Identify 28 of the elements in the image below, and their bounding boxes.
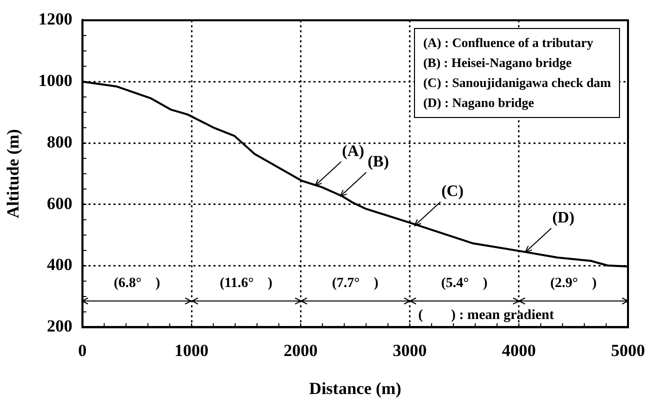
y-tick-label: 1200: [38, 10, 72, 29]
annotation: (D): [552, 209, 574, 226]
y-tick-label: 400: [46, 255, 72, 274]
y-tick-label: 1000: [38, 70, 72, 90]
x-tick-label: 0: [78, 340, 87, 360]
annotation: (A) : Confluence of a tributary: [423, 34, 594, 52]
y-tick-label: 800: [46, 132, 72, 152]
annotation: (D) : Nagano bridge: [423, 94, 536, 112]
annotation: (B) : Heisei-Nagano bridge: [423, 54, 573, 72]
y-axis-title: Altitude (m): [4, 129, 23, 218]
annotation: (6.8° ): [114, 276, 160, 291]
annotation: (11.6° ): [220, 276, 273, 291]
annotation: (7.7° ): [332, 276, 379, 291]
x-tick-label: 3000: [392, 340, 427, 360]
x-tick-label: 1000: [174, 340, 209, 360]
annotation: ( ) : mean gradient: [418, 308, 554, 323]
x-tick-label: 5000: [611, 340, 645, 360]
y-tick-label: 200: [46, 316, 72, 336]
x-axis-title: Distance (m): [309, 379, 402, 398]
annotation: (C) : Sanoujidanigawa check dam: [423, 74, 611, 92]
annotation: (5.4° ): [441, 276, 488, 291]
y-tick-label: 600: [46, 194, 72, 213]
x-tick-label: 4000: [502, 340, 536, 360]
annotation: (A): [342, 142, 364, 160]
annotation: (2.9° ): [550, 276, 597, 291]
annotation: (B): [368, 154, 389, 171]
x-tick-label: 2000: [284, 340, 318, 360]
annotation: (C): [441, 183, 464, 200]
